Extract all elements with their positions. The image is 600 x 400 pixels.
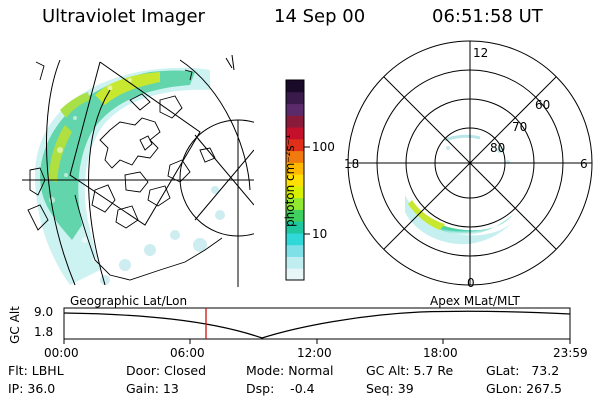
colorbar-frame — [285, 79, 305, 281]
gain-info: Gain: 13 — [126, 381, 179, 396]
apex-coords-label: Apex MLat/MLT — [430, 294, 520, 308]
colorbar-segment — [286, 256, 304, 269]
y-tick-9: 9.0 — [34, 305, 54, 319]
lat-label-60: 60 — [535, 98, 551, 112]
map-graticule-diamond — [69, 61, 201, 226]
mlt-label-dawn: 6 — [580, 157, 588, 171]
mlt-label-noon: 12 — [473, 46, 489, 60]
map-meridian-top — [179, 59, 251, 191]
geographic-coords-label: Geographic Lat/Lon — [70, 294, 188, 308]
lat-label-70: 70 — [512, 120, 528, 134]
colorbar-unit-label: photon cm⁻²s⁻¹ — [283, 134, 297, 227]
x-tick-0000: 00:00 — [44, 346, 79, 360]
x-tick-1200: 12:00 — [297, 346, 332, 360]
colorbar-segment — [286, 221, 304, 234]
geo-longitude-info: GLon: 267.5 — [486, 381, 562, 396]
colorbar-segment — [286, 268, 304, 281]
dsp-info: Dsp: -0.4 — [246, 381, 315, 396]
colorbar-segment — [286, 232, 304, 246]
altitude-timeline-plot — [63, 307, 571, 344]
colorbar-segment — [286, 115, 304, 128]
y-tick-1-8: 1.8 — [34, 325, 54, 339]
colorbar-segment — [286, 174, 304, 187]
mlt-label-dusk: 18 — [344, 157, 360, 171]
instrument-title: Ultraviolet Imager — [42, 6, 205, 27]
altitude-curve — [63, 310, 571, 339]
aurora-oval-polar — [405, 134, 520, 245]
colorbar-segment — [286, 80, 304, 93]
lat-label-80: 80 — [490, 141, 506, 155]
map-meridian-left — [45, 59, 76, 286]
coastline-outline — [27, 61, 223, 281]
map-meridian-left-inner — [88, 89, 111, 286]
colorbar-segment — [286, 244, 304, 257]
colorbar-segment — [286, 197, 304, 210]
gc-alt-axis-label: GC Alt — [7, 306, 22, 344]
colorbar-segment — [286, 209, 304, 222]
colorbar-segment — [286, 138, 304, 152]
mode-info: Mode: Normal — [246, 363, 334, 378]
gc-altitude-info: GC Alt: 5.7 Re — [366, 363, 454, 378]
colorbar-segment — [286, 150, 304, 163]
mlt-label-midnight: 0 — [467, 276, 475, 290]
polar-mlt-panel — [347, 40, 593, 286]
colorbar-segment — [286, 91, 304, 105]
sequence-info: Seq: 39 — [366, 381, 414, 396]
geo-latitude-info: GLat: 73.2 — [486, 363, 560, 378]
filter-info: Flt: LBHL — [8, 363, 64, 378]
x-tick-1800: 18:00 — [423, 346, 458, 360]
aurora-arc-geographic — [35, 67, 225, 285]
colorbar-label-10: 10 — [312, 227, 328, 241]
geographic-map-panel — [22, 55, 254, 287]
colorbar-segment — [286, 127, 304, 140]
x-tick-0600: 06:00 — [170, 346, 205, 360]
door-info: Door: Closed — [126, 363, 207, 378]
colorbar-segment — [286, 103, 304, 116]
timeline-frame — [63, 307, 571, 340]
colorbar-segment — [286, 162, 304, 175]
colorbar-label-100: 100 — [312, 140, 335, 154]
observation-time: 06:51:58 UT — [432, 6, 543, 27]
intensity-colorbar — [285, 79, 310, 281]
ip-info: IP: 36.0 — [8, 381, 56, 396]
x-tick-2359: 23:59 — [553, 346, 588, 360]
colorbar-segment — [286, 185, 304, 199]
observation-date: 14 Sep 00 — [274, 6, 366, 27]
